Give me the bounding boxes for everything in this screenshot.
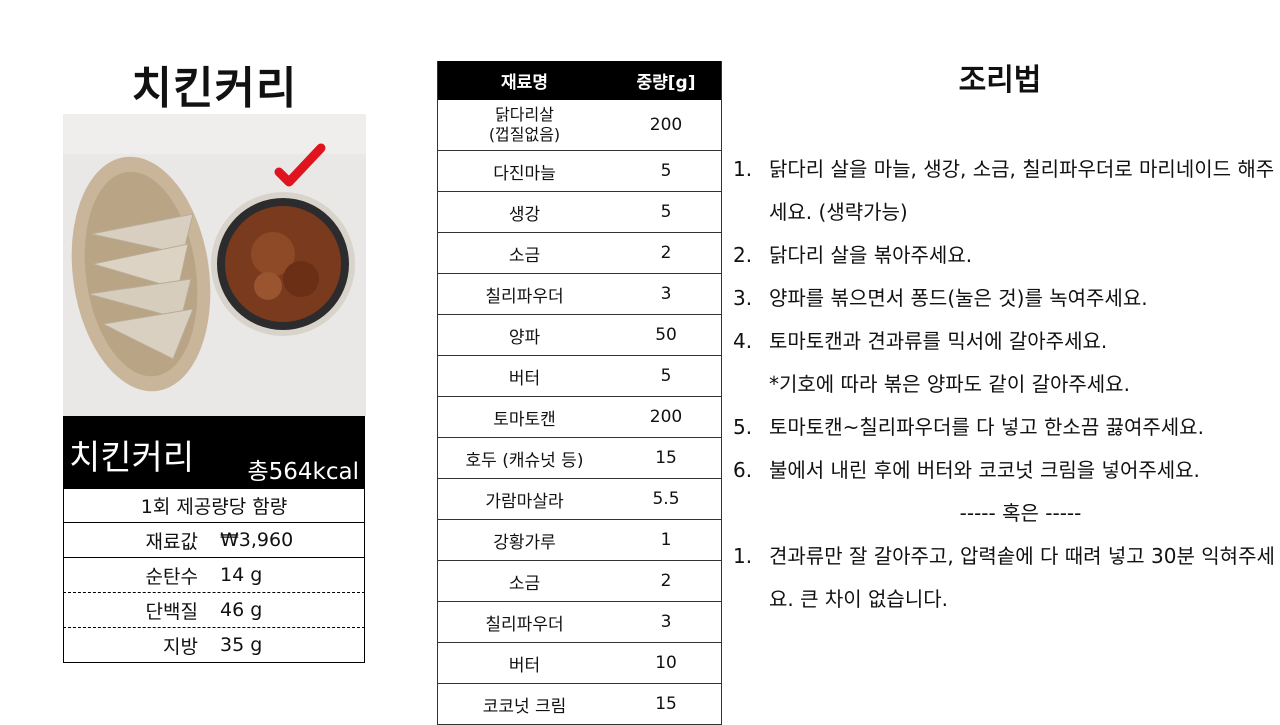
ingredient-weight: 15 — [611, 683, 722, 725]
dish-title: 치킨커리 — [131, 63, 298, 114]
dish-photo — [63, 114, 366, 416]
nutrition-row-carbs: 순탄수 14 g — [63, 558, 365, 593]
ingredient-weight: 2 — [611, 560, 722, 602]
ingredient-name: 가람마살라 — [437, 478, 612, 520]
table-row: 칠리파우더 3 — [437, 601, 722, 643]
alt-recipe-step: 1. 견과류만 잘 갈아주고, 압력솥에 다 때려 넣고 30분 익혀주세요. … — [733, 544, 1275, 611]
nutrition-header: 치킨커리 총564kcal — [63, 416, 365, 488]
table-row: 가람마살라 5.5 — [437, 478, 722, 520]
check-mark-icon — [274, 143, 326, 187]
table-row: 강황가루 1 — [437, 519, 722, 561]
ingredient-name: 코코넛 크림 — [437, 683, 612, 725]
table-row: 호두 (캐슈넛 등) 15 — [437, 437, 722, 479]
ingredient-name: 닭다리살 (껍질없음) — [437, 100, 612, 151]
table-row: 닭다리살 (껍질없음) 200 — [437, 100, 722, 151]
table-row: 칠리파우더 3 — [437, 273, 722, 315]
recipe-steps: 1. 닭다리 살을 마늘, 생강, 소금, 칠리파우더로 마리네이드 해주세요.… — [733, 148, 1278, 621]
table-row: 토마토캔 200 — [437, 396, 722, 438]
ingredient-name: 강황가루 — [437, 519, 612, 561]
ingredient-weight: 2 — [611, 232, 722, 274]
ingredient-name: 소금 — [437, 560, 612, 602]
table-row: 코코넛 크림 15 — [437, 683, 722, 725]
recipe-step: 2. 닭다리 살을 볶아주세요. — [733, 243, 973, 267]
header-ingredient-name: 재료명 — [437, 61, 612, 100]
ingredient-weight: 1 — [611, 519, 722, 561]
per-serving-label: 1회 제공량당 함량 — [63, 488, 365, 523]
table-row: 다진마늘 5 — [437, 150, 722, 192]
table-row: 양파 50 — [437, 314, 722, 356]
ingredient-name: 생강 — [437, 191, 612, 233]
nutrition-row-fat: 지방 35 g — [63, 628, 365, 663]
ingredient-name: 호두 (캐슈넛 등) — [437, 437, 612, 479]
recipe-step: 4. 토마토캔과 견과류를 믹서에 갈아주세요. — [733, 329, 1108, 353]
ingredient-name: 버터 — [437, 642, 612, 684]
ingredient-weight: 50 — [611, 314, 722, 356]
alternative-divider: ----- 혹은 ----- — [959, 501, 1082, 525]
recipe-step: 3. 양파를 볶으면서 퐁드(눌은 것)를 녹여주세요. — [733, 286, 1148, 310]
table-row: 소금 2 — [437, 560, 722, 602]
nutrition-dish-name: 치킨커리 — [69, 438, 195, 478]
nutrition-kcal: 총564kcal — [247, 459, 359, 485]
recipe-step: 6. 불에서 내린 후에 버터와 코코넛 크림을 넣어주세요. — [733, 458, 1200, 482]
ingredient-weight: 200 — [611, 100, 722, 151]
ingredient-name: 소금 — [437, 232, 612, 274]
recipe-step-note: *기호에 따라 볶은 양파도 같이 갈아주세요. — [769, 372, 1130, 396]
ingredient-name: 토마토캔 — [437, 396, 612, 438]
ingredient-table: 재료명 중량[g] 닭다리살 (껍질없음) 200 다진마늘 5 생강 5 소금 2 칠리파우더… — [437, 61, 722, 725]
nutrition-row-cost: 재료값 ₩3,960 — [63, 523, 365, 558]
ingredient-weight: 10 — [611, 642, 722, 684]
ingredient-weight: 5 — [611, 355, 722, 397]
nutrition-panel: 치킨커리 총564kcal 1회 제공량당 함량 재료값 ₩3,960 순탄수 … — [63, 416, 365, 663]
ingredient-weight: 200 — [611, 396, 722, 438]
table-row: 생강 5 — [437, 191, 722, 233]
header-weight: 중량[g] — [611, 61, 722, 100]
nutrition-row-protein: 단백질 46 g — [63, 593, 365, 628]
ingredient-name: 칠리파우더 — [437, 601, 612, 643]
ingredient-name: 다진마늘 — [437, 150, 612, 192]
ingredient-name: 버터 — [437, 355, 612, 397]
ingredient-weight: 5 — [611, 191, 722, 233]
table-row: 버터 5 — [437, 355, 722, 397]
ingredient-name: 양파 — [437, 314, 612, 356]
ingredient-weight: 5 — [611, 150, 722, 192]
ingredient-header-row: 재료명 중량[g] — [437, 61, 722, 100]
recipe-step: 5. 토마토캔~칠리파우더를 다 넣고 한소끔 끓여주세요. — [733, 415, 1204, 439]
ingredient-weight: 3 — [611, 601, 722, 643]
ingredient-weight: 15 — [611, 437, 722, 479]
ingredient-weight: 3 — [611, 273, 722, 315]
table-row: 소금 2 — [437, 232, 722, 274]
recipe-title: 조리법 — [958, 63, 1042, 98]
ingredient-weight: 5.5 — [611, 478, 722, 520]
table-row: 버터 10 — [437, 642, 722, 684]
ingredient-name: 칠리파우더 — [437, 273, 612, 315]
recipe-step: 1. 닭다리 살을 마늘, 생강, 소금, 칠리파우더로 마리네이드 해주세요.… — [733, 157, 1275, 224]
